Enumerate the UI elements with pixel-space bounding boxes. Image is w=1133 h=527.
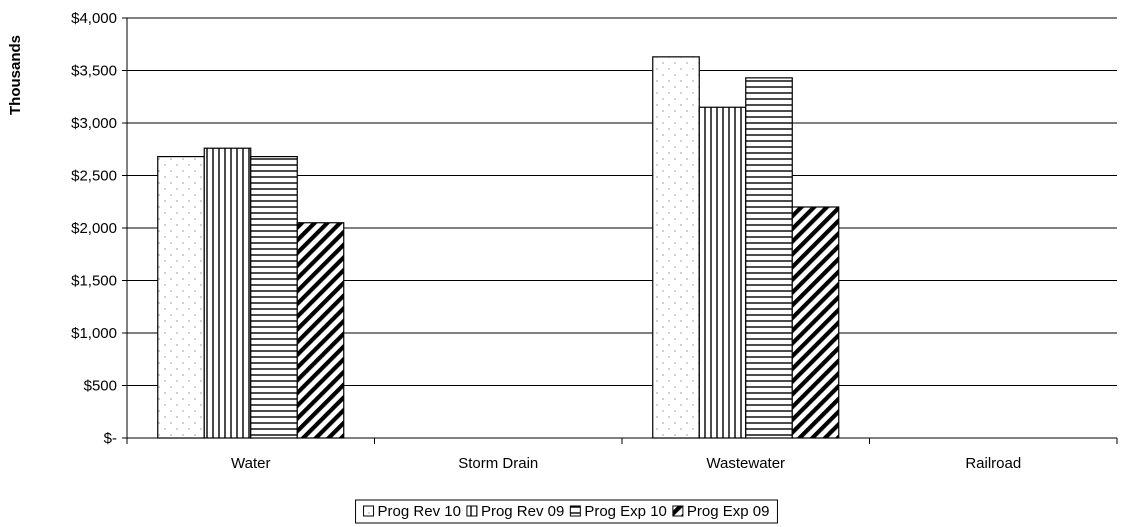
tick-labels: $- $500 $1,000 $1,500 $2,000 $2,500 $3,000 $3,5… — [71, 10, 1021, 472]
legend-swatch — [363, 505, 375, 517]
legend-label: Prog Exp 10 — [584, 503, 667, 520]
x-category-label: Railroad — [965, 455, 1021, 472]
bar — [652, 56, 700, 439]
bar — [250, 156, 298, 439]
y-tick-label: $4,000 — [71, 10, 117, 27]
y-tick-label: $2,500 — [71, 168, 117, 185]
y-tick-label: $3,000 — [71, 115, 117, 132]
x-category-label: Storm Drain — [458, 455, 538, 472]
x-category-label: Water — [231, 455, 270, 472]
bar — [698, 106, 747, 439]
y-tick-label: $1,500 — [71, 273, 117, 290]
legend: Prog Rev 10 Prog Rev 09 Prog Exp 10 Prog Ex… — [355, 499, 778, 524]
bar — [745, 77, 793, 439]
y-tick-label: $- — [104, 430, 117, 447]
legend-label: Prog Rev 09 — [481, 503, 564, 520]
y-tick-label: $1,000 — [71, 325, 117, 342]
y-tick-label: $2,000 — [71, 220, 117, 237]
x-category-label: Wastewater — [706, 455, 785, 472]
legend-label: Prog Rev 10 — [378, 503, 461, 520]
legend-swatch — [466, 505, 478, 517]
bar — [203, 147, 252, 439]
legend-swatch — [569, 505, 581, 517]
legend-box — [355, 499, 778, 524]
y-tick-label: $500 — [84, 378, 117, 395]
bar — [157, 156, 205, 439]
y-axis-title: Thousands — [7, 35, 24, 115]
bar — [296, 222, 345, 439]
legend-label: Prog Exp 09 — [687, 503, 770, 520]
y-tick-label: $3,500 — [71, 63, 117, 80]
bars — [157, 56, 840, 439]
legend-swatch — [672, 505, 684, 517]
bar — [791, 206, 840, 439]
